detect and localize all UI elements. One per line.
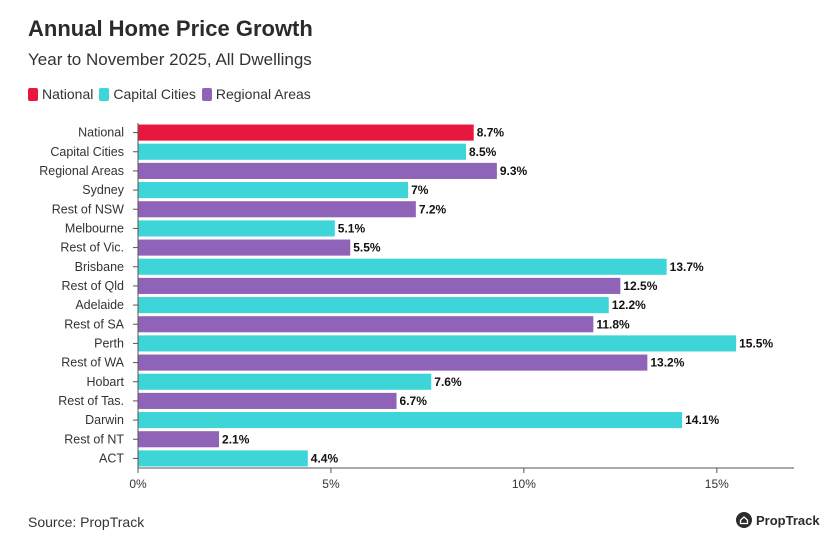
- value-label-rest-of-nt: 2.1%: [222, 432, 250, 446]
- bar-perth: [138, 335, 737, 352]
- bar-national: [138, 124, 474, 141]
- bar-regional-areas: [138, 162, 497, 179]
- category-label-perth: Perth: [94, 336, 124, 350]
- bar-darwin: [138, 412, 683, 429]
- x-tick-label-5: 5%: [322, 477, 340, 491]
- logo-text: PropTrack: [756, 512, 820, 528]
- source-note: Source: PropTrack: [28, 514, 145, 530]
- legend-item-regional-areas: Regional Areas: [201, 86, 311, 102]
- category-label-rest-of-vic: Rest of Vic.: [60, 241, 124, 255]
- legend: National Capital Cities Regional Areas: [28, 86, 317, 102]
- bar-sydney: [138, 182, 409, 199]
- category-label-rest-of-nt: Rest of NT: [64, 432, 124, 446]
- bar-capital-cities: [138, 143, 466, 160]
- legend-swatch-capital-cities: [99, 87, 110, 101]
- bar-rest-of-tas: [138, 392, 397, 409]
- bar-rest-of-nsw: [138, 201, 416, 218]
- x-tick-label-10: 10%: [512, 477, 536, 491]
- bar-rest-of-vic: [138, 239, 351, 256]
- value-label-sydney: 7%: [411, 183, 429, 197]
- category-label-capital-cities: Capital Cities: [50, 145, 124, 159]
- bar-melbourne: [138, 220, 335, 237]
- category-label-rest-of-sa: Rest of SA: [64, 317, 124, 331]
- legend-swatch-regional-areas: [201, 87, 212, 101]
- value-label-act: 4.4%: [311, 451, 339, 465]
- category-label-rest-of-wa: Rest of WA: [61, 356, 124, 370]
- category-label-rest-of-qld: Rest of Qld: [61, 279, 124, 293]
- category-label-hobart: Hobart: [86, 375, 124, 389]
- category-label-brisbane: Brisbane: [75, 260, 124, 274]
- value-label-regional-areas: 9.3%: [500, 164, 528, 178]
- value-label-perth: 15.5%: [739, 336, 773, 350]
- value-label-brisbane: 13.7%: [670, 260, 704, 274]
- value-label-rest-of-tas: 6.7%: [400, 394, 428, 408]
- bar-rest-of-sa: [138, 316, 594, 333]
- bar-rest-of-qld: [138, 277, 621, 294]
- chart-title: Annual Home Price Growth: [28, 16, 313, 41]
- bar-brisbane: [138, 258, 667, 275]
- value-label-rest-of-nsw: 7.2%: [419, 202, 447, 216]
- chart-subtitle: Year to November 2025, All Dwellings: [28, 50, 312, 69]
- value-label-rest-of-wa: 13.2%: [650, 356, 684, 370]
- legend-swatch-national: [28, 87, 38, 101]
- value-label-rest-of-sa: 11.8%: [596, 317, 630, 331]
- category-label-regional-areas: Regional Areas: [39, 164, 124, 178]
- legend-label-capital-cities: Capital Cities: [113, 86, 196, 102]
- bar-adelaide: [138, 297, 609, 314]
- house-icon: [736, 512, 752, 528]
- x-tick-label-0: 0%: [129, 477, 147, 491]
- legend-label-national: National: [42, 86, 94, 102]
- bar-act: [138, 450, 308, 467]
- bar-rest-of-nt: [138, 431, 220, 448]
- value-label-rest-of-vic: 5.5%: [353, 241, 381, 255]
- category-label-melbourne: Melbourne: [65, 221, 124, 235]
- category-label-national: National: [78, 126, 124, 140]
- value-label-capital-cities: 8.5%: [469, 145, 497, 159]
- category-label-sydney: Sydney: [82, 183, 124, 197]
- value-label-melbourne: 5.1%: [338, 221, 366, 235]
- category-label-act: ACT: [99, 451, 124, 465]
- legend-item-national: National: [28, 86, 93, 102]
- value-label-rest-of-qld: 12.5%: [623, 279, 657, 293]
- proptrack-logo: PropTrack: [736, 512, 820, 528]
- x-tick-label-15: 15%: [705, 477, 729, 491]
- value-label-hobart: 7.6%: [434, 375, 462, 389]
- value-label-darwin: 14.1%: [685, 413, 719, 427]
- category-label-adelaide: Adelaide: [75, 298, 124, 312]
- bar-rest-of-wa: [138, 354, 648, 371]
- category-label-rest-of-nsw: Rest of NSW: [52, 202, 124, 216]
- category-label-rest-of-tas: Rest of Tas.: [58, 394, 124, 408]
- bar-hobart: [138, 373, 432, 390]
- legend-item-capital-cities: Capital Cities: [99, 86, 196, 102]
- legend-label-regional-areas: Regional Areas: [215, 86, 311, 102]
- value-label-national: 8.7%: [477, 126, 505, 140]
- value-label-adelaide: 12.2%: [612, 298, 646, 312]
- category-label-darwin: Darwin: [85, 413, 124, 427]
